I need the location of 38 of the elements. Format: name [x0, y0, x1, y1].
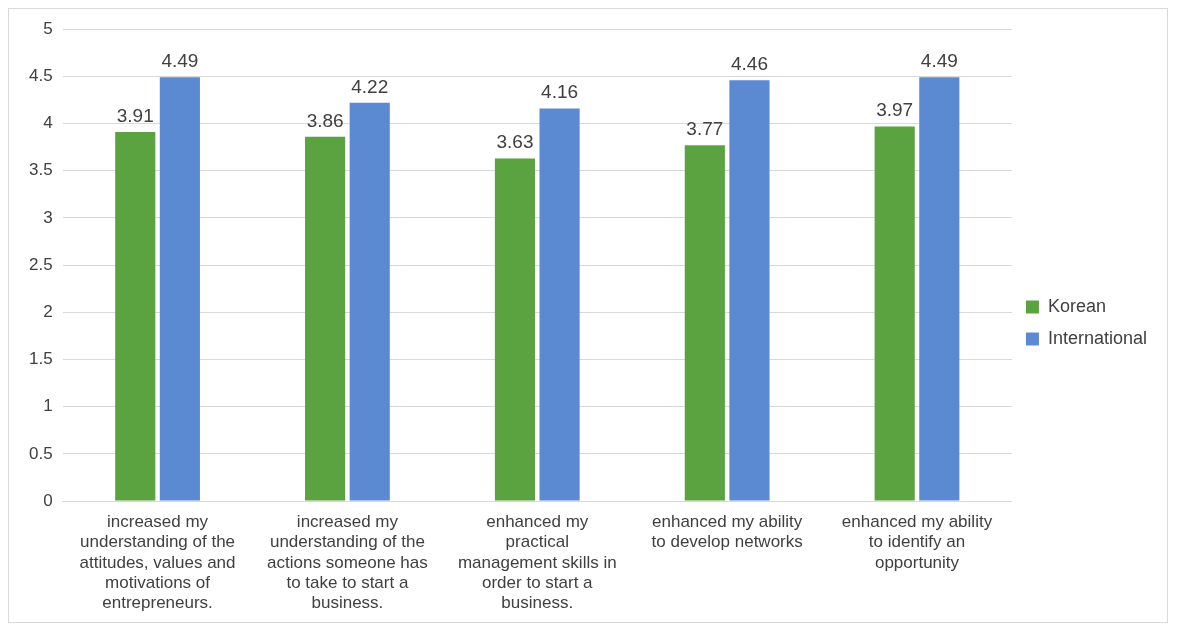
bar	[874, 126, 915, 501]
data-label: 4.49	[920, 50, 958, 72]
bar	[919, 77, 960, 501]
x-tick-label: enhanced my ability to develop networks	[651, 511, 803, 552]
data-label: 3.77	[686, 118, 724, 139]
y-tick-label: 2.5	[28, 254, 53, 274]
bar	[729, 80, 770, 501]
y-tick-label: 1	[43, 396, 53, 416]
data-label: 3.97	[876, 99, 914, 121]
data-label: 4.16	[541, 81, 579, 103]
data-label: 4.49	[161, 50, 199, 72]
bar	[115, 132, 156, 501]
bar	[494, 158, 536, 501]
y-tick-label: 1.5	[28, 349, 53, 369]
y-tick-label: 4	[43, 113, 53, 133]
y-tick-label: 4.5	[28, 66, 53, 86]
bar	[305, 136, 346, 501]
bar	[349, 102, 390, 501]
data-label: 4.46	[730, 52, 768, 74]
x-tick-label: enhanced my practical management skills in order to start a business.	[457, 511, 617, 613]
y-tick-label: 2	[43, 301, 53, 321]
bar	[159, 77, 200, 501]
bar	[684, 145, 725, 501]
y-tick-label: 0.5	[28, 443, 53, 463]
y-tick-label: 5	[43, 18, 53, 38]
x-tick-label: increased my understanding of the attitudes, values and motivations of entrepreneurs.	[79, 511, 236, 613]
data-label: 3.91	[116, 104, 154, 126]
data-label: 4.22	[351, 75, 389, 97]
legend-label: Korean	[1047, 295, 1106, 316]
y-tick-label: 3	[43, 207, 53, 227]
data-label: 3.63	[496, 131, 534, 153]
data-label: 3.86	[306, 109, 344, 131]
y-tick-label: 3.5	[28, 160, 53, 180]
x-tick-label: enhanced my ability to identify an opportunity	[841, 511, 993, 572]
bar	[539, 108, 580, 501]
x-tick-label: increased my understanding of the actions someone has to take to start a business.	[267, 511, 428, 613]
y-tick-label: 0	[43, 490, 53, 510]
legend-label: International	[1047, 327, 1148, 348]
